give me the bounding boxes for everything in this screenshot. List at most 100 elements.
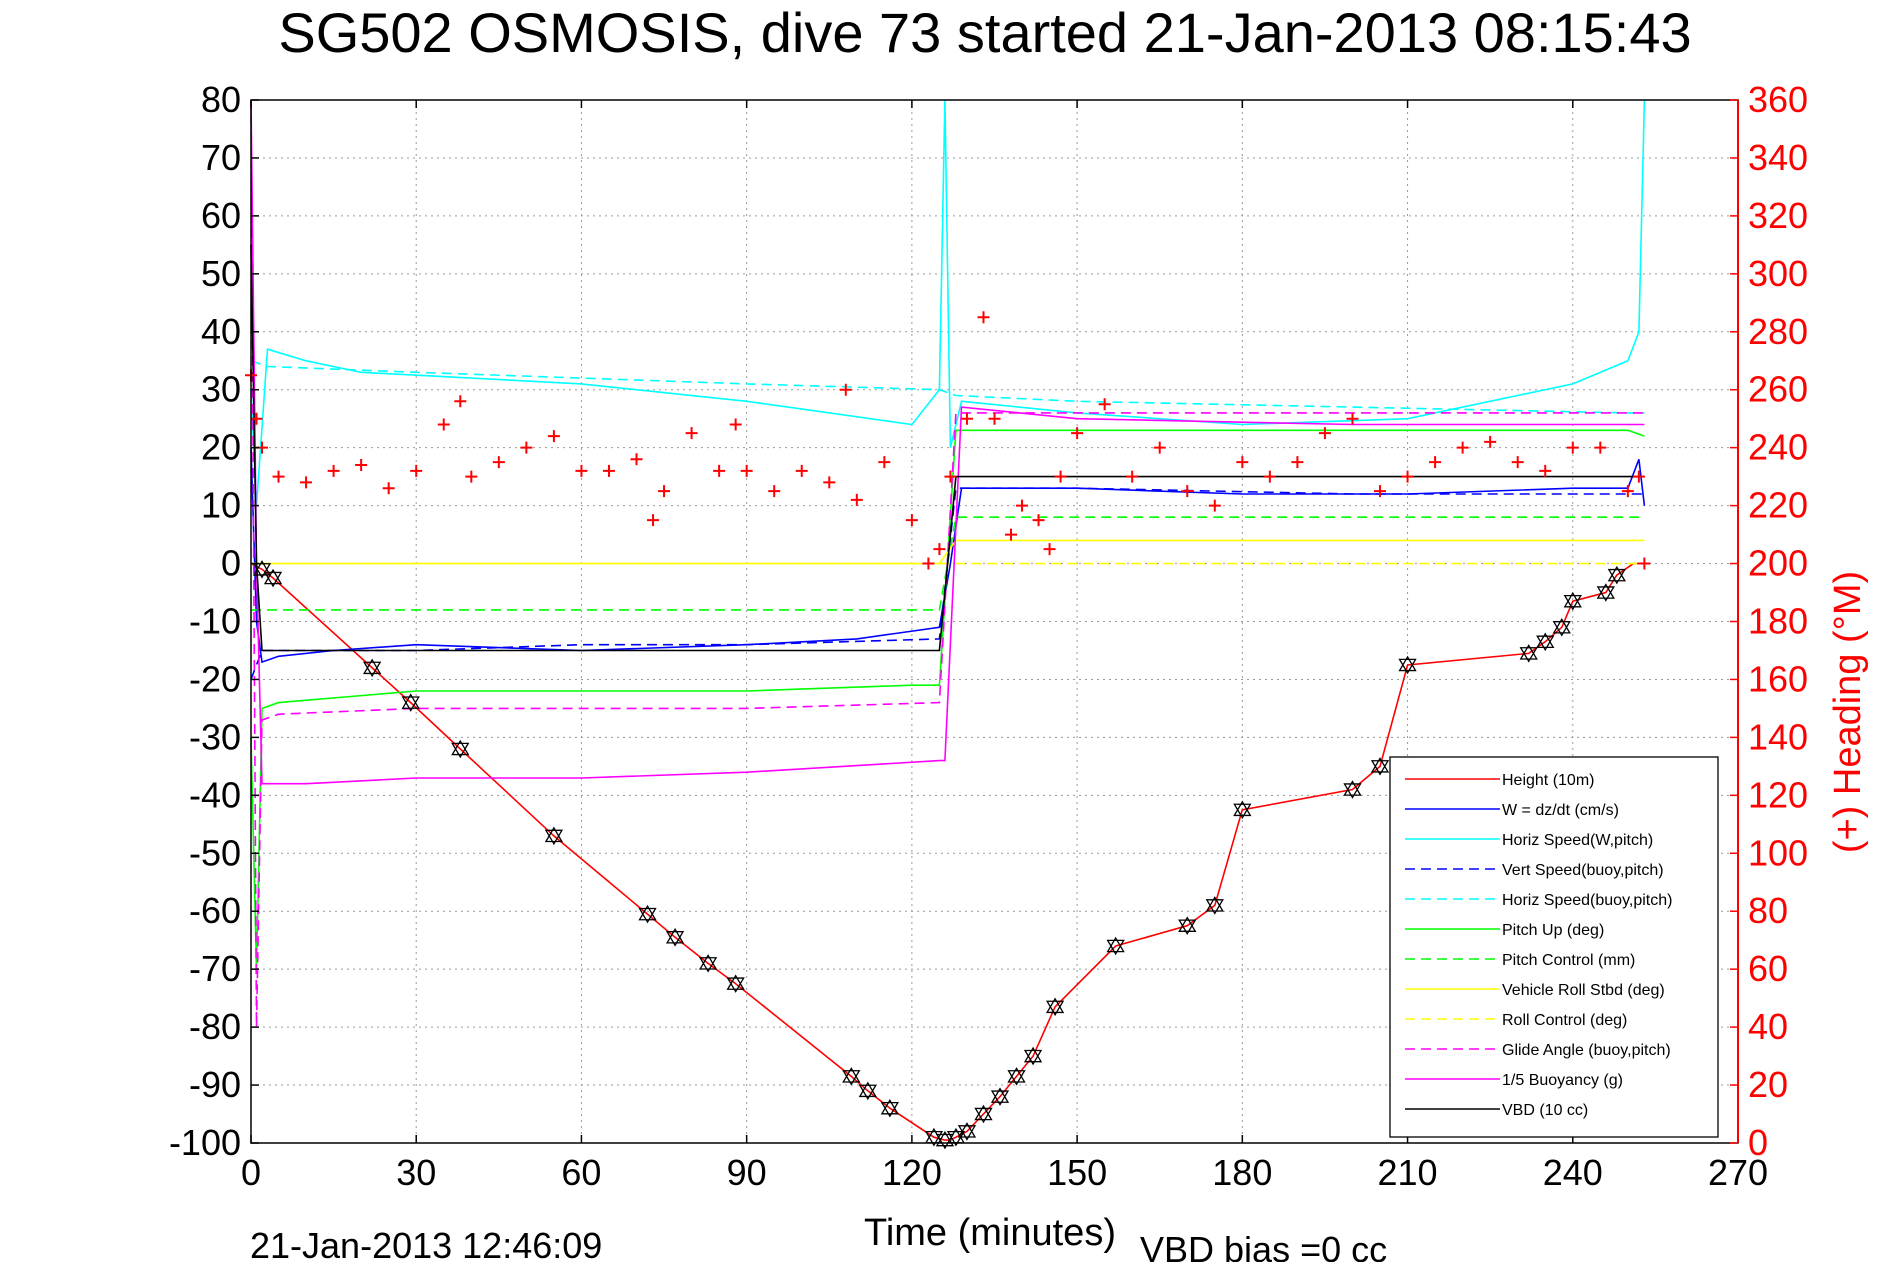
legend-label: VBD (10 cc) xyxy=(1502,1102,1588,1119)
dive-marker xyxy=(1023,1046,1043,1066)
heading-point xyxy=(465,470,478,483)
series-group xyxy=(250,99,1646,1141)
legend-label: Horiz Speed(buoy,pitch) xyxy=(1502,892,1672,909)
x-tick-label: 240 xyxy=(1543,1152,1603,1193)
dive-marker xyxy=(858,1081,877,1101)
heading-point xyxy=(685,427,698,440)
dive-marker xyxy=(1205,896,1224,915)
heading-point xyxy=(905,514,918,527)
dive-marker xyxy=(363,658,382,678)
heading-point xyxy=(272,470,285,483)
dive-marker xyxy=(451,739,470,759)
dive-marker xyxy=(957,1122,977,1141)
x-tick-label: 0 xyxy=(241,1152,261,1193)
y2-tick-label: 180 xyxy=(1748,601,1808,642)
y2-tick-label: 0 xyxy=(1748,1122,1768,1163)
heading-point xyxy=(740,464,753,477)
heading-point xyxy=(960,412,973,425)
legend-label: Horiz Speed(W,pitch) xyxy=(1502,832,1653,849)
y2-tick-label: 100 xyxy=(1748,832,1808,873)
heading-point xyxy=(823,476,836,489)
dive-marker xyxy=(1370,757,1390,776)
heading-point xyxy=(1181,485,1194,498)
heading-point xyxy=(382,482,395,495)
dive-marker xyxy=(1552,618,1571,637)
legend-label: W = dz/dt (cm/s) xyxy=(1502,802,1619,819)
dive-marker xyxy=(1045,997,1065,1017)
y2-tick-label: 220 xyxy=(1748,485,1808,526)
legend-label: Pitch Control (mm) xyxy=(1502,952,1635,969)
heading-point xyxy=(1374,485,1387,498)
heading-series xyxy=(245,311,1651,570)
legend: Height (10m) W = dz/dt (cm/s) Horiz Speed(… xyxy=(1389,756,1719,1138)
y2-tick-label: 160 xyxy=(1748,658,1808,699)
chart-title: SG502 OSMOSIS, dive 73 started 21-Jan-20… xyxy=(278,1,1691,64)
x-tick-label: 60 xyxy=(561,1152,601,1193)
heading-point xyxy=(713,464,726,477)
x-tick-label: 120 xyxy=(882,1152,942,1193)
legend-label: Pitch Up (deg) xyxy=(1502,922,1604,939)
dive-marker xyxy=(698,954,718,973)
y2-tick-label: 260 xyxy=(1748,369,1808,410)
series-line-10 xyxy=(250,99,1645,785)
y-tick-label: -60 xyxy=(189,890,241,931)
footer-timestamp: 21-Jan-2013 12:46:09 xyxy=(250,1225,602,1262)
dive-marker xyxy=(544,826,564,846)
heading-point xyxy=(1236,456,1249,469)
y-tick-label: -10 xyxy=(189,601,241,642)
series-line-3 xyxy=(250,487,1645,680)
heading-point xyxy=(1484,435,1497,448)
dive-marker xyxy=(401,693,420,712)
y2-tick-label: 80 xyxy=(1748,890,1788,931)
dive-markers xyxy=(254,561,1626,1150)
heading-point xyxy=(933,543,946,556)
dive-marker xyxy=(990,1087,1010,1106)
dive-marker xyxy=(665,928,685,947)
series-line-5 xyxy=(250,429,1645,970)
heading-point xyxy=(878,456,891,469)
heading-point xyxy=(1054,470,1067,483)
x-tick-label: 150 xyxy=(1047,1152,1107,1193)
dive-marker xyxy=(1178,916,1197,935)
heading-point xyxy=(1291,456,1304,469)
y-tick-label: 0 xyxy=(221,543,241,584)
heading-point xyxy=(300,476,313,489)
y-tick-label: 80 xyxy=(201,79,241,120)
y-tick-label: -90 xyxy=(189,1064,241,1105)
series-line-0 xyxy=(250,562,1645,1141)
heading-point xyxy=(1043,543,1056,556)
legend-box xyxy=(1389,756,1719,1138)
y-tick-label: 70 xyxy=(201,137,241,178)
heading-point xyxy=(327,464,340,477)
y-tick-label: -40 xyxy=(189,774,241,815)
dive-marker xyxy=(726,974,745,993)
heading-point xyxy=(437,418,450,431)
heading-point xyxy=(1153,441,1166,454)
dive-marker xyxy=(1233,800,1252,820)
dive-marker xyxy=(1343,780,1362,799)
y2-tick-label: 240 xyxy=(1748,427,1808,468)
heading-point xyxy=(647,514,660,527)
heading-point xyxy=(602,464,615,477)
dive-marker xyxy=(1607,565,1626,585)
legend-label: Vehicle Roll Stbd (deg) xyxy=(1502,982,1665,999)
heading-point xyxy=(1594,441,1607,454)
heading-point xyxy=(520,441,533,454)
series-line-4 xyxy=(250,360,1645,414)
dive-marker xyxy=(974,1104,993,1124)
heading-point xyxy=(768,485,781,498)
x-tick-label: 90 xyxy=(727,1152,767,1193)
y-tick-label: -30 xyxy=(189,716,241,757)
heading-point xyxy=(658,485,671,498)
y-tick-label: -100 xyxy=(169,1122,241,1163)
y2-axis-ticks: 3603403203002802602402202001801601401201… xyxy=(1730,79,1808,1163)
heading-point xyxy=(1539,464,1552,477)
heading-point xyxy=(1032,514,1045,527)
y-tick-label: 50 xyxy=(201,253,241,294)
heading-point xyxy=(1318,427,1331,440)
y2-tick-label: 140 xyxy=(1748,716,1808,757)
heading-point xyxy=(492,456,505,469)
dive-marker xyxy=(880,1098,899,1118)
y2-tick-label: 120 xyxy=(1748,774,1808,815)
dive-marker xyxy=(1596,583,1615,602)
